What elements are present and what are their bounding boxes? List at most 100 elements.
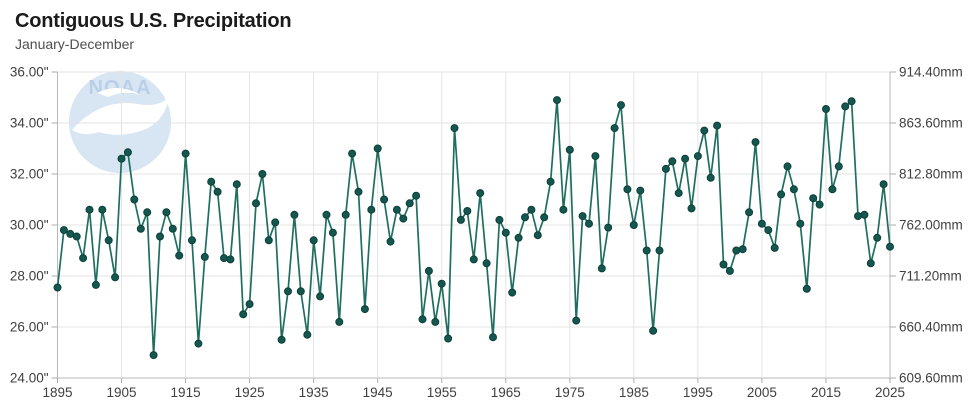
data-point[interactable] [341, 210, 350, 219]
data-point[interactable] [693, 152, 702, 161]
data-point[interactable] [162, 208, 171, 217]
data-point[interactable] [207, 177, 216, 186]
data-point[interactable] [79, 254, 88, 263]
data-point[interactable] [360, 305, 369, 314]
data-point[interactable] [386, 237, 395, 246]
data-point[interactable] [617, 101, 625, 110]
data-point[interactable] [828, 185, 837, 194]
data-point[interactable] [437, 279, 446, 288]
data-point[interactable] [85, 205, 94, 214]
data-point[interactable] [232, 180, 241, 189]
data-point[interactable] [188, 236, 196, 245]
data-point[interactable] [546, 177, 555, 186]
data-point[interactable] [700, 126, 709, 135]
data-point[interactable] [553, 96, 561, 105]
data-point[interactable] [123, 148, 132, 157]
data-point[interactable] [117, 154, 126, 163]
data-point[interactable] [834, 162, 843, 171]
data-point[interactable] [104, 236, 113, 245]
data-point[interactable] [521, 213, 529, 222]
data-point[interactable] [886, 242, 894, 251]
data-point[interactable] [380, 195, 389, 204]
data-point[interactable] [879, 180, 888, 189]
data-point[interactable] [59, 226, 68, 235]
data-point[interactable] [655, 246, 664, 255]
data-point[interactable] [373, 144, 382, 153]
data-point[interactable] [854, 212, 862, 221]
data-point[interactable] [476, 189, 485, 198]
data-point[interactable] [143, 208, 152, 217]
data-point[interactable] [258, 170, 267, 178]
data-point[interactable] [681, 154, 690, 163]
data-point[interactable] [585, 219, 593, 228]
data-point[interactable] [508, 288, 517, 297]
data-point[interactable] [335, 317, 344, 326]
data-point[interactable] [418, 315, 427, 324]
data-point[interactable] [482, 259, 491, 268]
data-point[interactable] [661, 164, 670, 173]
data-point[interactable] [649, 326, 658, 335]
data-point[interactable] [527, 205, 536, 214]
data-point[interactable] [706, 173, 715, 182]
data-point[interactable] [687, 204, 696, 213]
data-point[interactable] [111, 273, 120, 282]
data-point[interactable] [175, 251, 184, 260]
data-point[interactable] [489, 333, 497, 342]
data-point[interactable] [226, 255, 235, 264]
data-point[interactable] [809, 194, 818, 203]
data-point[interactable] [860, 210, 869, 219]
data-point[interactable] [271, 218, 280, 227]
data-point[interactable] [136, 224, 145, 233]
data-point[interactable] [674, 189, 683, 198]
data-point[interactable] [770, 243, 779, 252]
data-point[interactable] [367, 205, 376, 214]
data-point[interactable] [751, 138, 760, 147]
data-point[interactable] [719, 260, 728, 269]
data-point[interactable] [431, 317, 440, 326]
data-point[interactable] [540, 213, 549, 222]
data-point[interactable] [181, 149, 190, 158]
data-point[interactable] [559, 205, 568, 214]
data-point[interactable] [245, 300, 254, 309]
data-point[interactable] [629, 221, 638, 229]
data-point[interactable] [757, 219, 766, 228]
data-point[interactable] [156, 232, 164, 241]
data-point[interactable] [745, 208, 754, 217]
data-point[interactable] [604, 223, 613, 232]
data-point[interactable] [572, 316, 581, 325]
data-point[interactable] [495, 215, 504, 224]
data-point[interactable] [91, 280, 100, 289]
data-point[interactable] [796, 219, 805, 228]
data-point[interactable] [725, 266, 734, 275]
data-point[interactable] [348, 149, 357, 158]
data-point[interactable] [815, 200, 824, 209]
data-point[interactable] [328, 228, 337, 237]
data-point[interactable] [668, 157, 677, 166]
data-point[interactable] [789, 185, 798, 194]
data-point[interactable] [738, 245, 747, 254]
data-point[interactable] [597, 264, 606, 273]
data-point[interactable] [405, 199, 414, 208]
data-point[interactable] [642, 246, 651, 255]
data-point[interactable] [456, 215, 465, 224]
data-point[interactable] [213, 187, 222, 196]
data-point[interactable] [303, 330, 312, 339]
data-point[interactable] [354, 187, 363, 196]
data-point[interactable] [168, 224, 177, 233]
data-point[interactable] [412, 191, 421, 200]
data-point[interactable] [783, 162, 792, 171]
data-point[interactable] [802, 284, 811, 293]
data-point[interactable] [290, 210, 299, 219]
data-point[interactable] [822, 105, 830, 113]
data-point[interactable] [194, 339, 203, 348]
data-point[interactable] [53, 283, 62, 292]
data-point[interactable] [565, 145, 574, 154]
data-point[interactable] [732, 246, 741, 255]
data-point[interactable] [392, 205, 401, 214]
data-point[interactable] [847, 97, 856, 106]
data-point[interactable] [533, 231, 542, 240]
data-point[interactable] [424, 266, 433, 275]
data-point[interactable] [610, 124, 619, 133]
data-point[interactable] [98, 205, 107, 214]
